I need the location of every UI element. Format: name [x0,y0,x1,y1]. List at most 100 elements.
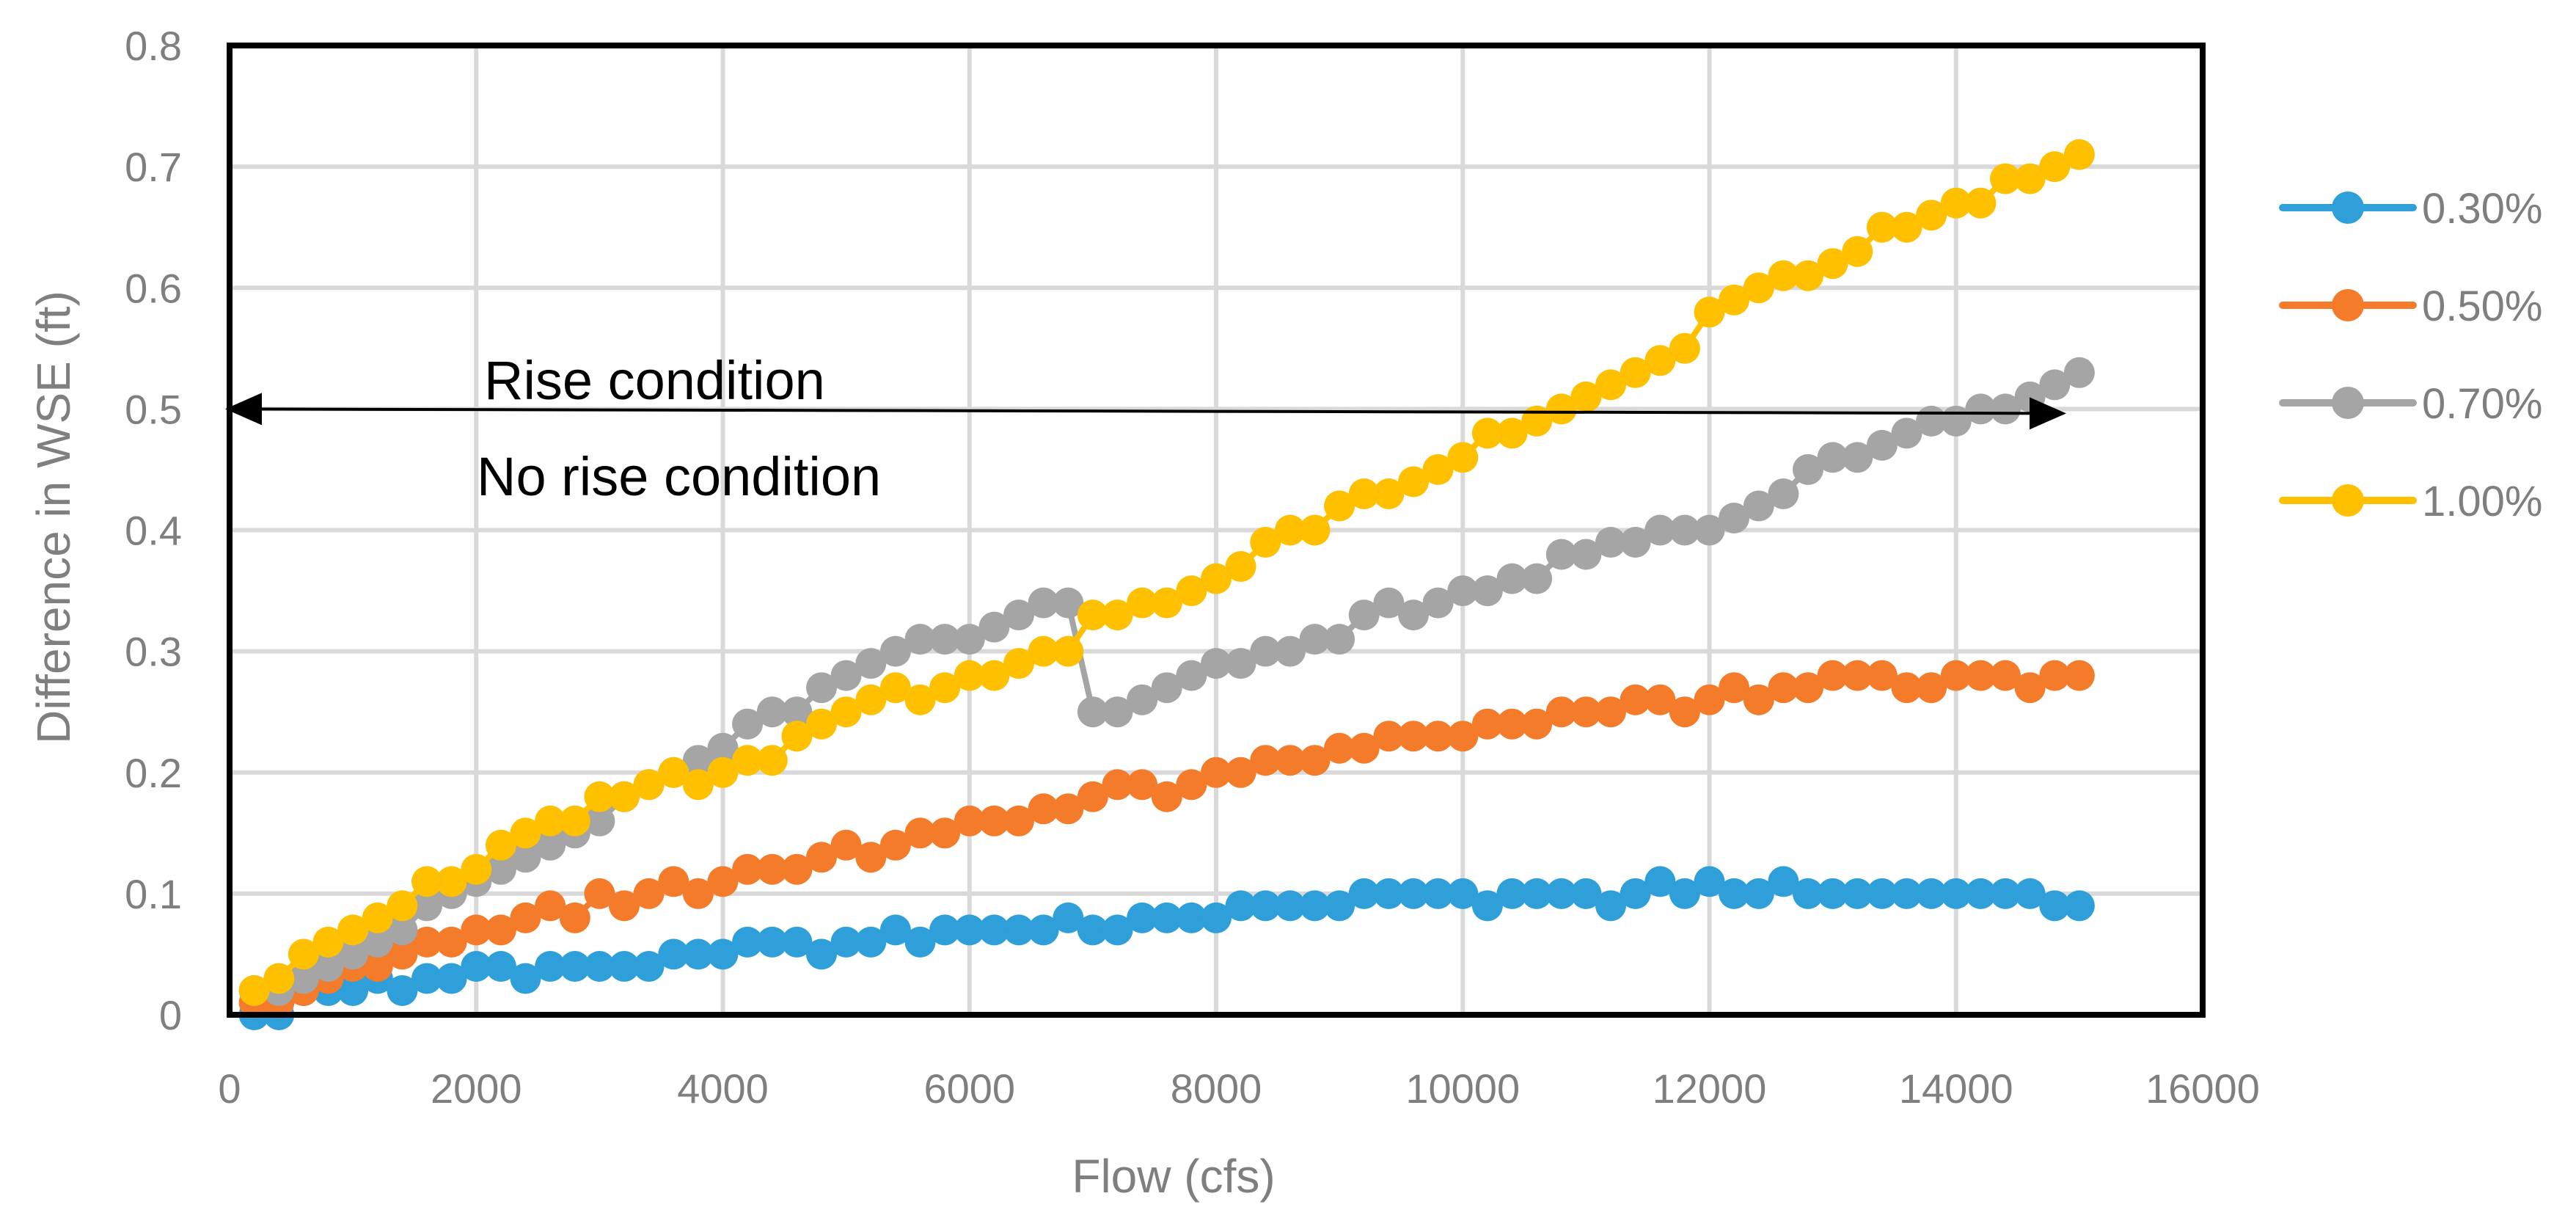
data-point [1620,878,1651,909]
data-point [1891,878,1922,909]
data-point [633,769,665,801]
data-point [584,805,615,836]
data-point [1471,890,1503,922]
data-point [411,963,442,994]
data-point [1176,575,1207,607]
data-point [1496,708,1528,740]
data-point [2039,151,2071,183]
x-tick-label: 8000 [1171,1065,1262,1112]
data-point [1620,684,1651,715]
data-point [288,963,319,994]
data-point [1176,769,1207,801]
data-point [288,938,319,970]
data-point [535,805,566,836]
data-point [2039,660,2071,691]
data-point [1003,599,1034,631]
data-point [436,866,467,897]
data-point [1669,878,1700,909]
data-point [1719,672,1750,704]
x-tick-label: 14000 [1899,1065,2013,1112]
data-point [1127,587,1158,619]
series-layer [238,139,2095,1030]
data-point [658,866,689,897]
data-point [1422,453,1454,485]
legend-marker [2332,289,2364,321]
data-point [1940,187,1972,219]
data-point [1743,272,1774,304]
data-point [1891,211,1922,243]
legend-marker [2332,192,2364,224]
legend-marker [2332,484,2364,517]
data-point [830,829,862,861]
data-point [1324,624,1355,655]
data-point [732,926,764,958]
data-point [1842,236,1873,267]
left-arrowhead [225,393,262,426]
data-point [1916,878,1947,909]
data-point [1743,684,1774,715]
data-point [1990,660,2021,691]
data-point [1274,745,1306,776]
data-point [954,624,985,655]
data-point [1299,514,1331,546]
data-point [337,914,369,946]
data-point [1447,575,1479,607]
data-point [1940,878,1972,909]
data-point [485,829,516,861]
data-point [1545,696,1577,728]
data-point [732,853,764,885]
data-point [1471,418,1503,449]
data-point [1669,696,1700,728]
data-point [1348,599,1380,631]
data-point [1916,200,1947,231]
data-point [411,926,442,958]
data-point [510,902,541,933]
data-point [1003,805,1034,836]
data-point [1965,878,1997,909]
data-point [2039,369,2071,401]
data-point [1644,514,1676,546]
data-point [1299,624,1331,655]
data-point [855,648,887,679]
tick-layer: 0 0.1 0.2 0.3 0.4 0.5 0.6 0.7 0.8 0 2000 4000 6000 80… [125,23,2260,1112]
data-point [1793,260,1823,291]
data-point [954,805,985,836]
data-point [312,951,344,982]
data-point [1127,902,1158,933]
y-axis-title: Difference in WSE (ft) [27,291,80,744]
data-point [1274,514,1306,546]
data-point [1817,248,1848,280]
data-point [1201,563,1232,594]
data-point [1447,721,1479,752]
data-point [1644,684,1676,715]
annotation-layer: Rise condition No rise condition [225,350,2066,507]
data-point [1644,866,1676,897]
legend-label: 0.70% [2422,380,2542,428]
data-point [1719,878,1750,909]
x-tick-label: 12000 [1653,1065,1767,1112]
data-point [732,708,764,740]
data-point [1324,732,1355,764]
data-point [1743,878,1774,909]
data-point [1891,672,1922,704]
data-point [1570,539,1602,570]
data-point [387,975,418,1006]
data-point [535,890,566,922]
data-point [2063,890,2095,922]
y-tick-label: 0 [159,992,182,1038]
data-point [1990,163,2021,194]
data-point [1990,878,2021,909]
data-point [1521,708,1553,740]
data-point [1201,902,1232,933]
data-point [1940,660,1972,691]
data-point [362,926,393,958]
legend-label: 1.00% [2422,478,2542,525]
data-point [337,975,369,1006]
data-point [1053,793,1084,825]
data-point [362,951,393,982]
data-point [1348,478,1380,509]
data-point [387,914,418,946]
data-point [1053,587,1084,619]
data-point [1398,878,1429,909]
data-point [1053,635,1084,667]
